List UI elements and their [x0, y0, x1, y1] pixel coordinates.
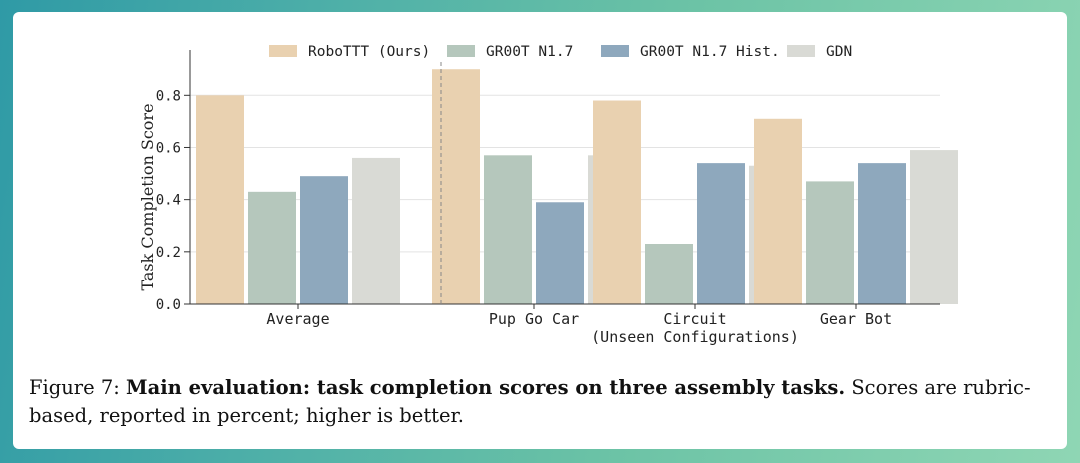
x-tick-label: Gear Bot — [820, 310, 892, 328]
bar — [300, 176, 348, 304]
legend-label: RoboTTT (Ours) — [308, 44, 430, 60]
legend-swatch — [601, 45, 629, 57]
legend-label: GR00T N1.7 — [486, 44, 573, 60]
x-tick-label: Pup Go Car — [489, 310, 579, 328]
bar — [806, 181, 854, 304]
x-tick-label: Circuit — [663, 310, 726, 328]
legend-swatch — [447, 45, 475, 57]
bar — [858, 163, 906, 304]
legend-swatch — [269, 45, 297, 57]
bar — [645, 244, 693, 304]
bar — [484, 155, 532, 304]
bar — [352, 157, 400, 304]
bars — [196, 69, 958, 305]
bar — [432, 69, 480, 304]
caption-bold: Main evaluation: task completion scores … — [126, 376, 846, 399]
legend-swatch — [787, 45, 815, 57]
y-tick-label: 0.4 — [156, 193, 181, 209]
axes: 0.0 0.2 0.4 0.6 0.8 Average Pup Go Car Circuit(… — [156, 50, 940, 346]
caption-rest: Scores are rubric-based, reported in per… — [29, 376, 1031, 427]
legend-label: GDN — [826, 44, 852, 60]
chart-legend: RoboTTT (Ours) GR00T N1.7 GR00T N1.7 Hist.… — [269, 44, 852, 60]
figure-card: RoboTTT (Ours) GR00T N1.7 GR00T N1.7 Hist.… — [13, 12, 1067, 449]
bar — [536, 202, 584, 304]
bar — [248, 191, 296, 304]
y-tick-label: 0.0 — [156, 297, 181, 313]
caption-prefix: Figure 7: — [29, 376, 127, 399]
bar — [196, 95, 244, 304]
y-tick-label: 0.6 — [156, 140, 181, 156]
y-tick-label: 0.8 — [156, 88, 181, 104]
bar — [910, 150, 958, 304]
x-tick-label: (Unseen Configurations) — [591, 328, 799, 346]
bar — [697, 163, 745, 304]
bar — [593, 100, 641, 305]
figure-caption: Figure 7: Main evaluation: task completi… — [29, 374, 1059, 430]
legend-label: GR00T N1.7 Hist. — [640, 44, 780, 60]
y-tick-label: 0.2 — [156, 245, 181, 261]
y-axis-label: Task Completion Score — [138, 103, 157, 290]
bar-chart: RoboTTT (Ours) GR00T N1.7 GR00T N1.7 Hist.… — [138, 44, 958, 346]
x-tick-label: Average — [266, 310, 329, 328]
bar — [754, 118, 802, 304]
